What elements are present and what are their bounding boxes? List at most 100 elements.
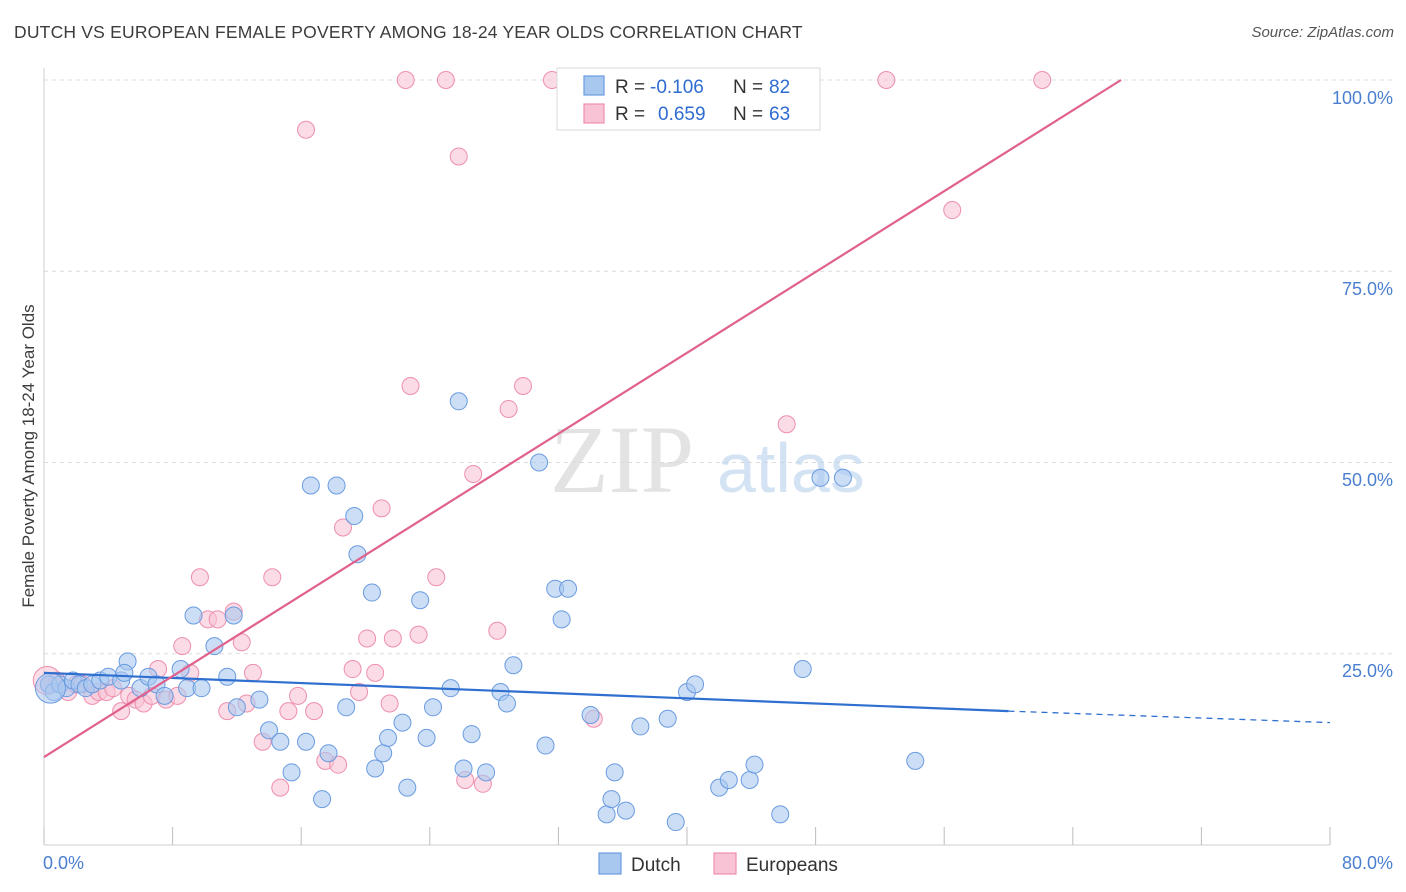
dutch-trend-line [43,671,1009,713]
europeans-point [514,377,533,395]
dutch-point [115,663,134,682]
europeans-point [436,71,455,89]
europeans-point [263,568,282,587]
dutch-point [811,468,830,487]
europeans-point [464,464,483,483]
y-tick-50: 50.0% [1342,470,1393,490]
dutch-point [740,770,759,789]
europeans-point [401,377,420,395]
dutch-point [605,763,624,782]
dutch-point [536,736,555,755]
dutch-point [184,606,203,625]
dutch-point [658,709,677,728]
europeans-r-value: 0.659 [658,104,706,125]
dutch-point [192,679,211,698]
europeans-point [372,499,391,518]
legend-europeans-swatch [713,852,737,875]
dutch-point [379,728,398,747]
dutch-point [345,507,364,526]
dutch-n-label: N = [733,77,763,98]
europeans-point [499,399,518,418]
europeans-point [350,683,369,701]
x-tick-min: 0.0% [43,853,84,873]
dutch-point [477,763,496,782]
dutch-point [337,698,356,717]
dutch-point [327,476,346,495]
europeans-point [877,71,896,89]
europeans-point [333,518,352,537]
europeans-n-label: N = [733,104,763,125]
europeans-point [343,660,362,679]
dutch-point [260,721,279,740]
chart-title: DUTCH VS EUROPEAN FEMALE POVERTY AMONG 1… [14,22,803,42]
europeans-point [449,147,468,166]
dutch-trend-line-extension [1008,710,1331,724]
europeans-point [488,621,507,640]
europeans-point [329,755,348,774]
dutch-point [530,453,549,472]
dutch-point [282,763,301,782]
europeans-point [380,694,399,713]
europeans-point [190,568,209,587]
watermark-atlas: atlas [717,429,865,507]
europeans-r-label: R = [615,104,645,125]
trend-lines [43,79,1331,758]
dutch-point [155,686,174,705]
dutch-stat-swatch [583,75,605,96]
europeans-stat-swatch [583,103,605,124]
europeans-point [271,778,290,797]
dutch-point [319,744,338,763]
dutch-point [411,591,430,610]
europeans-point [243,663,262,682]
dutch-point [552,610,571,629]
europeans-point [409,625,428,644]
dutch-point [504,656,523,675]
legend-dutch-label: Dutch [631,855,681,876]
dutch-point [424,698,443,717]
dutch-point [666,813,685,832]
dutch-point [366,759,385,778]
dutch-point [686,675,705,694]
europeans-trend-line [43,79,1122,758]
europeans-point [305,702,324,721]
dutch-point [719,770,738,789]
europeans-point [173,637,192,656]
dutch-point [301,476,320,495]
dutch-point [362,583,381,602]
europeans-point [396,71,415,89]
dutch-point [205,637,224,656]
dutch-r-label: R = [615,77,645,98]
dutch-point [581,705,600,724]
dutch-point [793,660,812,679]
dutch-point [559,579,578,598]
dutch-point-cluster [34,672,66,704]
x-tick-max: 80.0% [1342,853,1393,873]
dutch-point [224,606,243,625]
dutch-point [833,468,852,487]
europeans-point [383,629,402,648]
dutch-point [417,728,436,747]
europeans-n-value: 63 [769,104,790,125]
europeans-point [366,663,385,682]
dutch-point [250,690,269,709]
dutch-point [218,667,237,686]
stats-box: R = -0.106 N = 82 R = 0.659 N = 63 [556,67,821,131]
europeans-point [1033,71,1052,89]
dutch-point [462,725,481,744]
dutch-point [393,713,412,732]
dutch-point [297,732,316,751]
watermark: ZIP atlas [550,406,865,513]
dutch-point [616,801,635,820]
europeans-point [427,568,446,587]
dutch-point [227,698,246,717]
legend-dutch-swatch [598,852,622,875]
y-axis-title: Female Poverty Among 18-24 Year Olds [19,304,38,607]
dutch-n-value: 82 [769,77,790,98]
legend-europeans-label: Europeans [746,855,838,876]
europeans-point [777,415,796,434]
dutch-point [771,805,790,824]
watermark-zip: ZIP [550,406,694,513]
grid-layer [43,68,1392,846]
dutch-point [597,805,616,824]
